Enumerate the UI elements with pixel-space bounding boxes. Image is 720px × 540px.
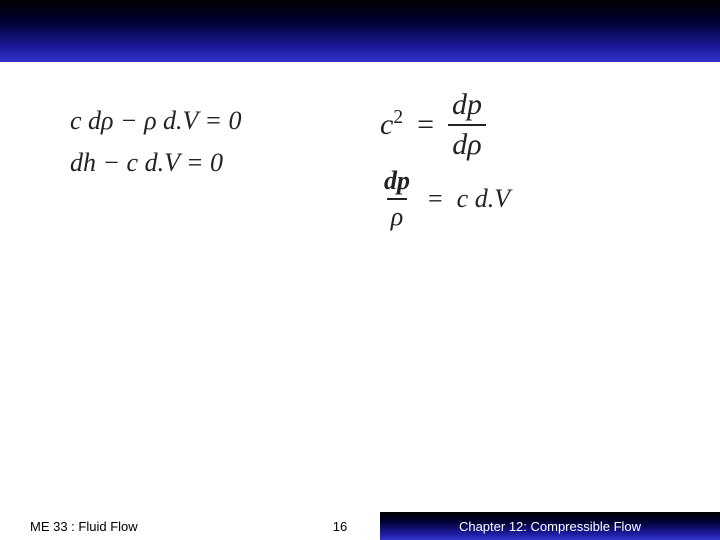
equations-left-column: c dρ − ρ d.V = 0 dh − c d.V = 0 [70, 90, 370, 183]
frac-numerator: dp [380, 168, 414, 198]
fraction-dp-drho: dp dρ [448, 90, 486, 160]
c-base: c [380, 108, 393, 141]
equations-right-column: c2 = dp dρ dp ρ = c d.V [370, 90, 510, 230]
footer-course-label: ME 33 : Fluid Flow [0, 519, 300, 534]
c-exponent: 2 [393, 107, 403, 128]
fraction-dp-rho: dp ρ [380, 168, 414, 230]
slide-content: c dρ − ρ d.V = 0 dh − c d.V = 0 c2 = dp … [70, 90, 680, 230]
slide-footer: ME 33 : Fluid Flow 16 Chapter 12: Compre… [0, 512, 720, 540]
c-squared: c2 [380, 108, 403, 142]
equation-row: c dρ − ρ d.V = 0 dh − c d.V = 0 c2 = dp … [70, 90, 680, 230]
equation-energy: dh − c d.V = 0 [70, 142, 370, 184]
footer-page-number: 16 [300, 519, 380, 534]
equals-sign: = [417, 108, 434, 142]
footer-chapter-label: Chapter 12: Compressible Flow [380, 512, 720, 540]
frac-denominator: ρ [387, 198, 407, 230]
frac-denominator: dρ [448, 124, 485, 160]
equation-dp-over-rho: dp ρ = c d.V [380, 168, 510, 230]
rhs-cdv: c d.V [457, 184, 510, 214]
equation-continuity: c dρ − ρ d.V = 0 [70, 100, 370, 142]
header-bar [0, 0, 720, 62]
equals-sign: = [428, 184, 443, 214]
equation-speed-of-sound: c2 = dp dρ [380, 90, 510, 160]
frac-numerator: dp [448, 90, 486, 124]
